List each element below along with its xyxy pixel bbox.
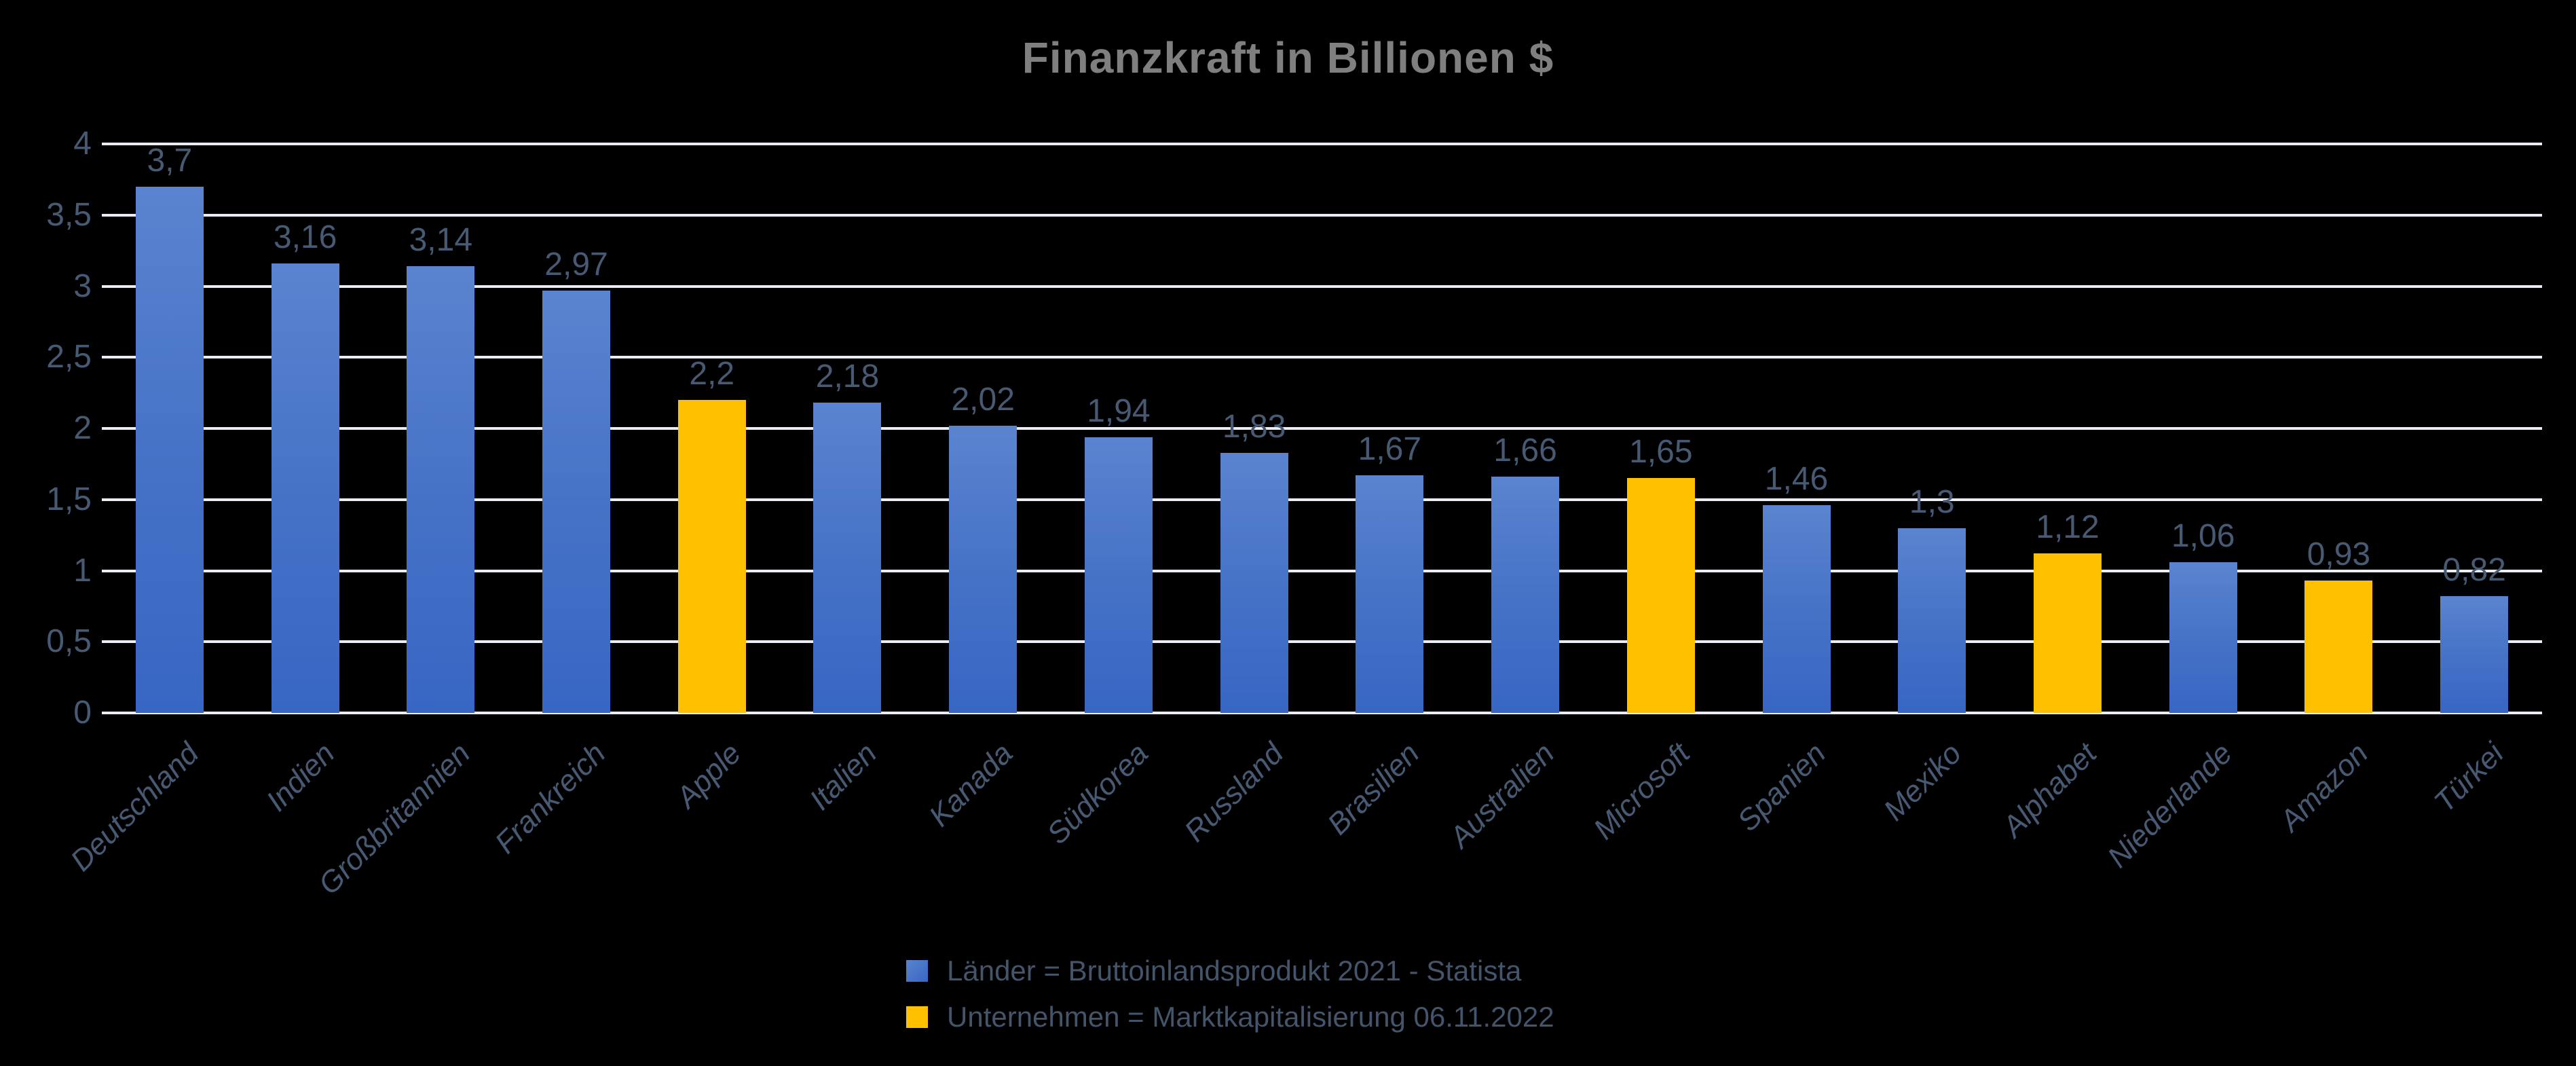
gridline-3-5 (102, 213, 2542, 217)
y-axis-tick-label: 0,5 (46, 623, 92, 660)
gridline-2 (102, 427, 2542, 430)
x-axis-label-brasilien: Brasilien (1321, 737, 1426, 841)
bar-tuerkei[interactable] (2440, 596, 2509, 713)
y-axis-tick-label: 1,5 (46, 481, 92, 517)
gridline-1 (102, 569, 2542, 572)
gridline-0 (102, 712, 2542, 714)
bar-value-label-frankreich: 2,97 (544, 246, 608, 282)
legend-label-company: Unternehmen = Marktkapitalisierung 06.11… (947, 1001, 1554, 1033)
x-axis-label-russland: Russland (1178, 737, 1290, 849)
legend-item-laender[interactable]: Länder = Bruttoinlandsprodukt 2021 - Sta… (906, 956, 1554, 986)
legend-swatch-company (906, 1006, 928, 1028)
x-axis-label-frankreich: Frankreich (489, 737, 612, 860)
bar-value-label-apple: 2,2 (689, 356, 735, 392)
gridline-0-5 (102, 640, 2542, 644)
bar-value-label-alphabet: 1,12 (2036, 509, 2099, 546)
bar-italien[interactable] (813, 403, 882, 713)
bar-kanada[interactable] (949, 425, 1018, 713)
x-axis-label-suedkorea: Südkorea (1040, 737, 1155, 851)
bar-value-label-mexiko: 1,3 (1909, 483, 1955, 520)
x-axis-label-spanien: Spanien (1731, 737, 1833, 838)
legend-swatch-country (906, 960, 928, 982)
legend-item-unternehmen[interactable]: Unternehmen = Marktkapitalisierung 06.11… (906, 1002, 1554, 1032)
gridline-1-5 (102, 498, 2542, 501)
bar-microsoft[interactable] (1626, 478, 1695, 713)
bar-mexiko[interactable] (1898, 528, 1966, 713)
bar-value-label-italien: 2,18 (815, 359, 880, 395)
x-axis-label-kanada: Kanada (922, 737, 1019, 833)
bar-value-label-australien: 1,66 (1493, 433, 1557, 469)
y-axis-tick-label: 3,5 (46, 196, 92, 233)
y-axis-tick-label: 2,5 (46, 339, 92, 375)
y-axis-tick-label: 4 (73, 126, 92, 162)
x-axis-label-alphabet: Alphabet (1996, 737, 2104, 844)
bar-value-label-indien: 3,16 (273, 219, 337, 255)
bar-value-label-amazon: 0,93 (2307, 536, 2371, 573)
bar-value-label-spanien: 1,46 (1764, 461, 1829, 498)
bar-deutschland[interactable] (135, 186, 204, 713)
bar-apple[interactable] (677, 400, 746, 713)
bar-indien[interactable] (271, 263, 339, 713)
x-axis-label-microsoft: Microsoft (1587, 737, 1697, 846)
gridline-4 (102, 143, 2542, 145)
bar-value-label-suedkorea: 1,94 (1087, 392, 1151, 429)
x-axis-label-niederlande: Niederlande (2101, 737, 2239, 875)
bar-value-label-tuerkei: 0,82 (2442, 552, 2506, 589)
y-axis-tick-label: 1 (73, 552, 92, 589)
gridline-2-5 (102, 356, 2542, 359)
x-axis-label-amazon: Amazon (2273, 737, 2375, 838)
x-axis-label-indien: Indien (259, 737, 341, 818)
bar-value-label-russland: 1,83 (1222, 408, 1286, 445)
x-axis-label-tuerkei: Türkei (2427, 737, 2510, 820)
bar-russland[interactable] (1220, 452, 1288, 713)
chart-legend: Länder = Bruttoinlandsprodukt 2021 - Sta… (906, 956, 1554, 1048)
bar-value-label-kanada: 2,02 (951, 381, 1015, 418)
x-axis-label-australien: Australien (1443, 737, 1561, 855)
y-axis-tick-label: 0 (73, 695, 92, 731)
y-axis-tick-label: 3 (73, 268, 92, 304)
x-axis-label-italien: Italien (803, 737, 884, 817)
legend-label-country: Länder = Bruttoinlandsprodukt 2021 - Sta… (947, 955, 1522, 987)
bar-australien[interactable] (1491, 477, 1560, 713)
bar-amazon[interactable] (2304, 581, 2373, 713)
x-axis-label-deutschland: Deutschland (64, 737, 206, 878)
bar-value-label-niederlande: 1,06 (2171, 517, 2235, 554)
bar-suedkorea[interactable] (1084, 437, 1153, 713)
bar-frankreich[interactable] (542, 290, 611, 713)
bar-niederlande[interactable] (2169, 562, 2237, 713)
bar-value-label-brasilien: 1,67 (1358, 431, 1422, 468)
bar-spanien[interactable] (1762, 505, 1831, 713)
x-axis-label-mexiko: Mexiko (1877, 737, 1968, 828)
bar-value-label-grossbritannien: 3,14 (409, 222, 473, 259)
bar-value-label-deutschland: 3,7 (147, 142, 193, 179)
y-axis-tick-label: 2 (73, 410, 92, 446)
chart-title: Finanzkraft in Billionen $ (1022, 33, 1554, 82)
bar-alphabet[interactable] (2033, 553, 2102, 713)
x-axis-label-apple: Apple (670, 737, 748, 815)
bar-grossbritannien[interactable] (407, 266, 475, 713)
gridline-3 (102, 284, 2542, 288)
bar-value-label-microsoft: 1,65 (1629, 434, 1693, 471)
bar-brasilien[interactable] (1356, 475, 1424, 713)
